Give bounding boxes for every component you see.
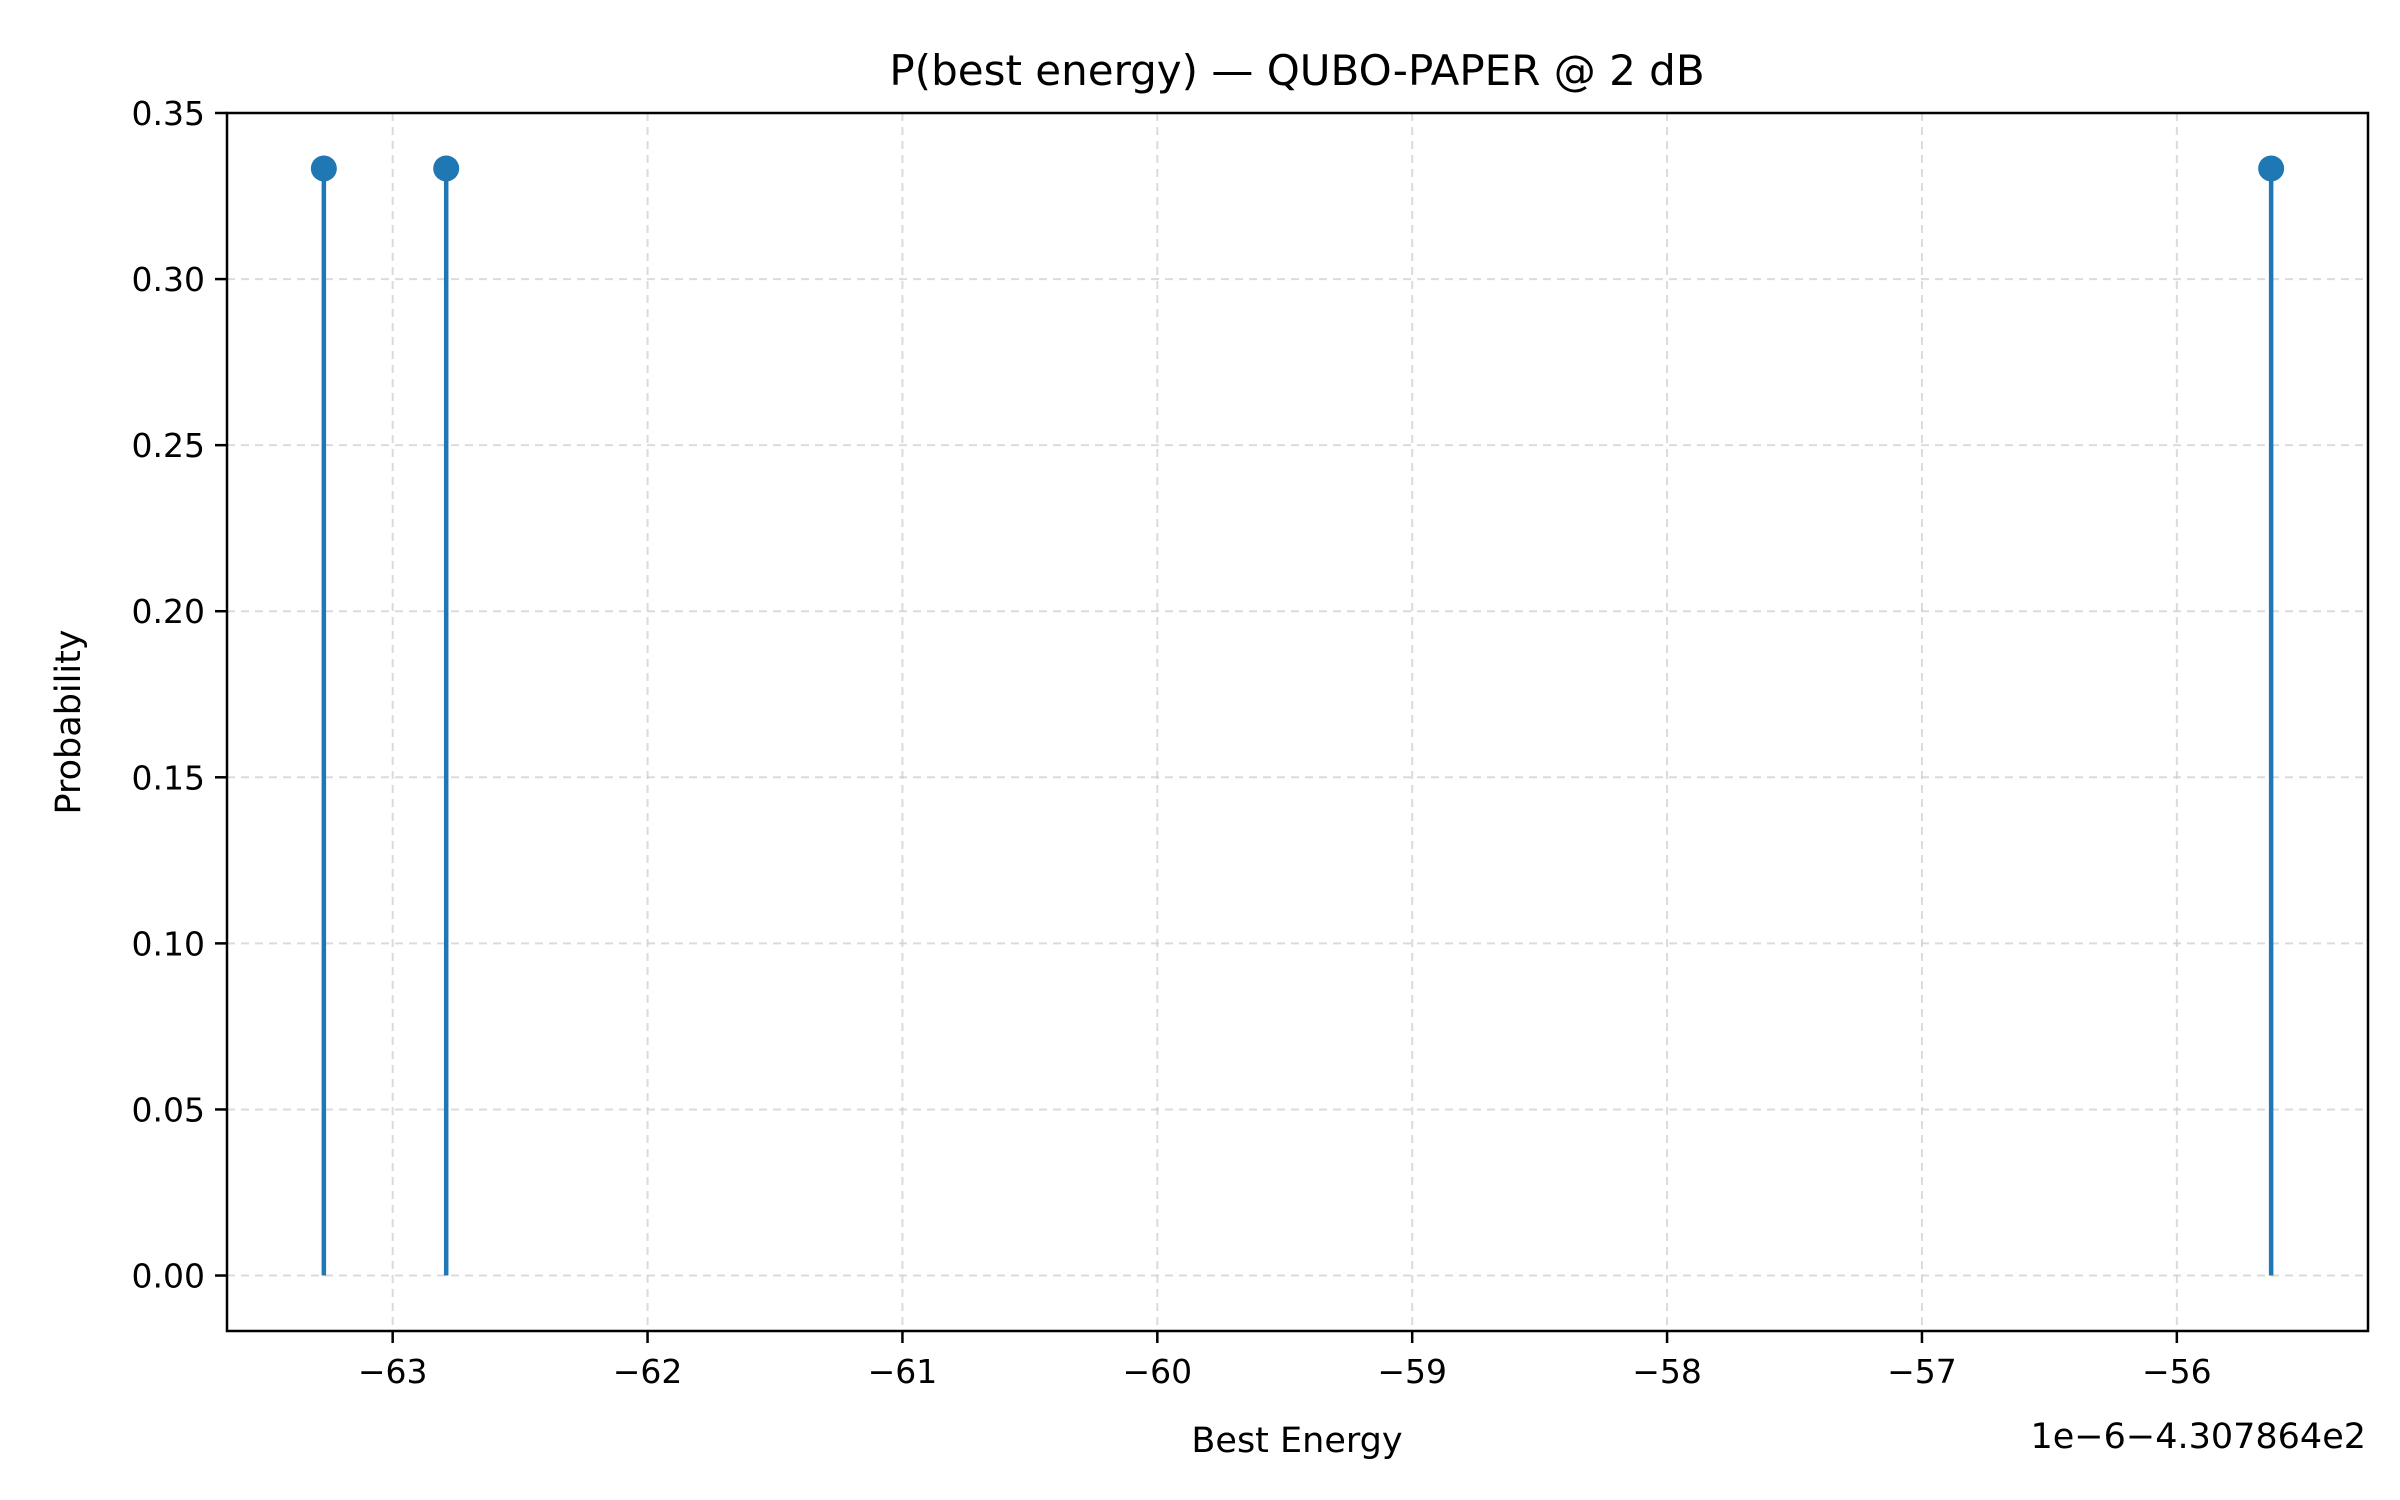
y-tick-label: 0.30 (132, 260, 205, 299)
y-axis-label: Probability (49, 629, 89, 814)
plot-frame (225, 111, 2370, 1333)
chart-title: P(best energy) — QUBO-PAPER @ 2 dB (889, 46, 1704, 95)
y-tick-label: 0.00 (132, 1257, 205, 1296)
grid (227, 112, 2368, 1331)
y-tick-label: 0.05 (132, 1090, 205, 1129)
x-axis-offset-label: 1e−6−4.307864e2 (2030, 1417, 2366, 1457)
stem-marker (433, 155, 460, 182)
stem-marker (2258, 155, 2285, 182)
x-tick-label: −58 (1632, 1352, 1702, 1391)
stems (310, 155, 2285, 1276)
x-tick-label: −59 (1377, 1352, 1447, 1391)
x-tick-label: −62 (613, 1352, 683, 1391)
y-tick-label: 0.25 (132, 426, 205, 465)
x-tick-label: −61 (868, 1352, 938, 1391)
y-axis-ticks: 0.00 0.05 0.10 0.15 0.20 0.25 0.30 0.35 (132, 94, 227, 1296)
y-tick-label: 0.10 (132, 924, 205, 963)
y-tick-label: 0.35 (132, 94, 205, 133)
x-tick-label: −57 (1887, 1352, 1957, 1391)
y-tick-label: 0.20 (132, 592, 205, 631)
x-axis-label: Best Energy (1191, 1421, 1402, 1461)
x-tick-label: −60 (1122, 1352, 1192, 1391)
x-tick-label: −63 (358, 1352, 428, 1391)
x-axis-ticks: −63 −62 −61 −60 −59 −58 −57 −56 (358, 1331, 2212, 1391)
y-tick-label: 0.15 (132, 758, 205, 797)
stem-marker (310, 155, 337, 182)
x-tick-label: −56 (2142, 1352, 2212, 1391)
